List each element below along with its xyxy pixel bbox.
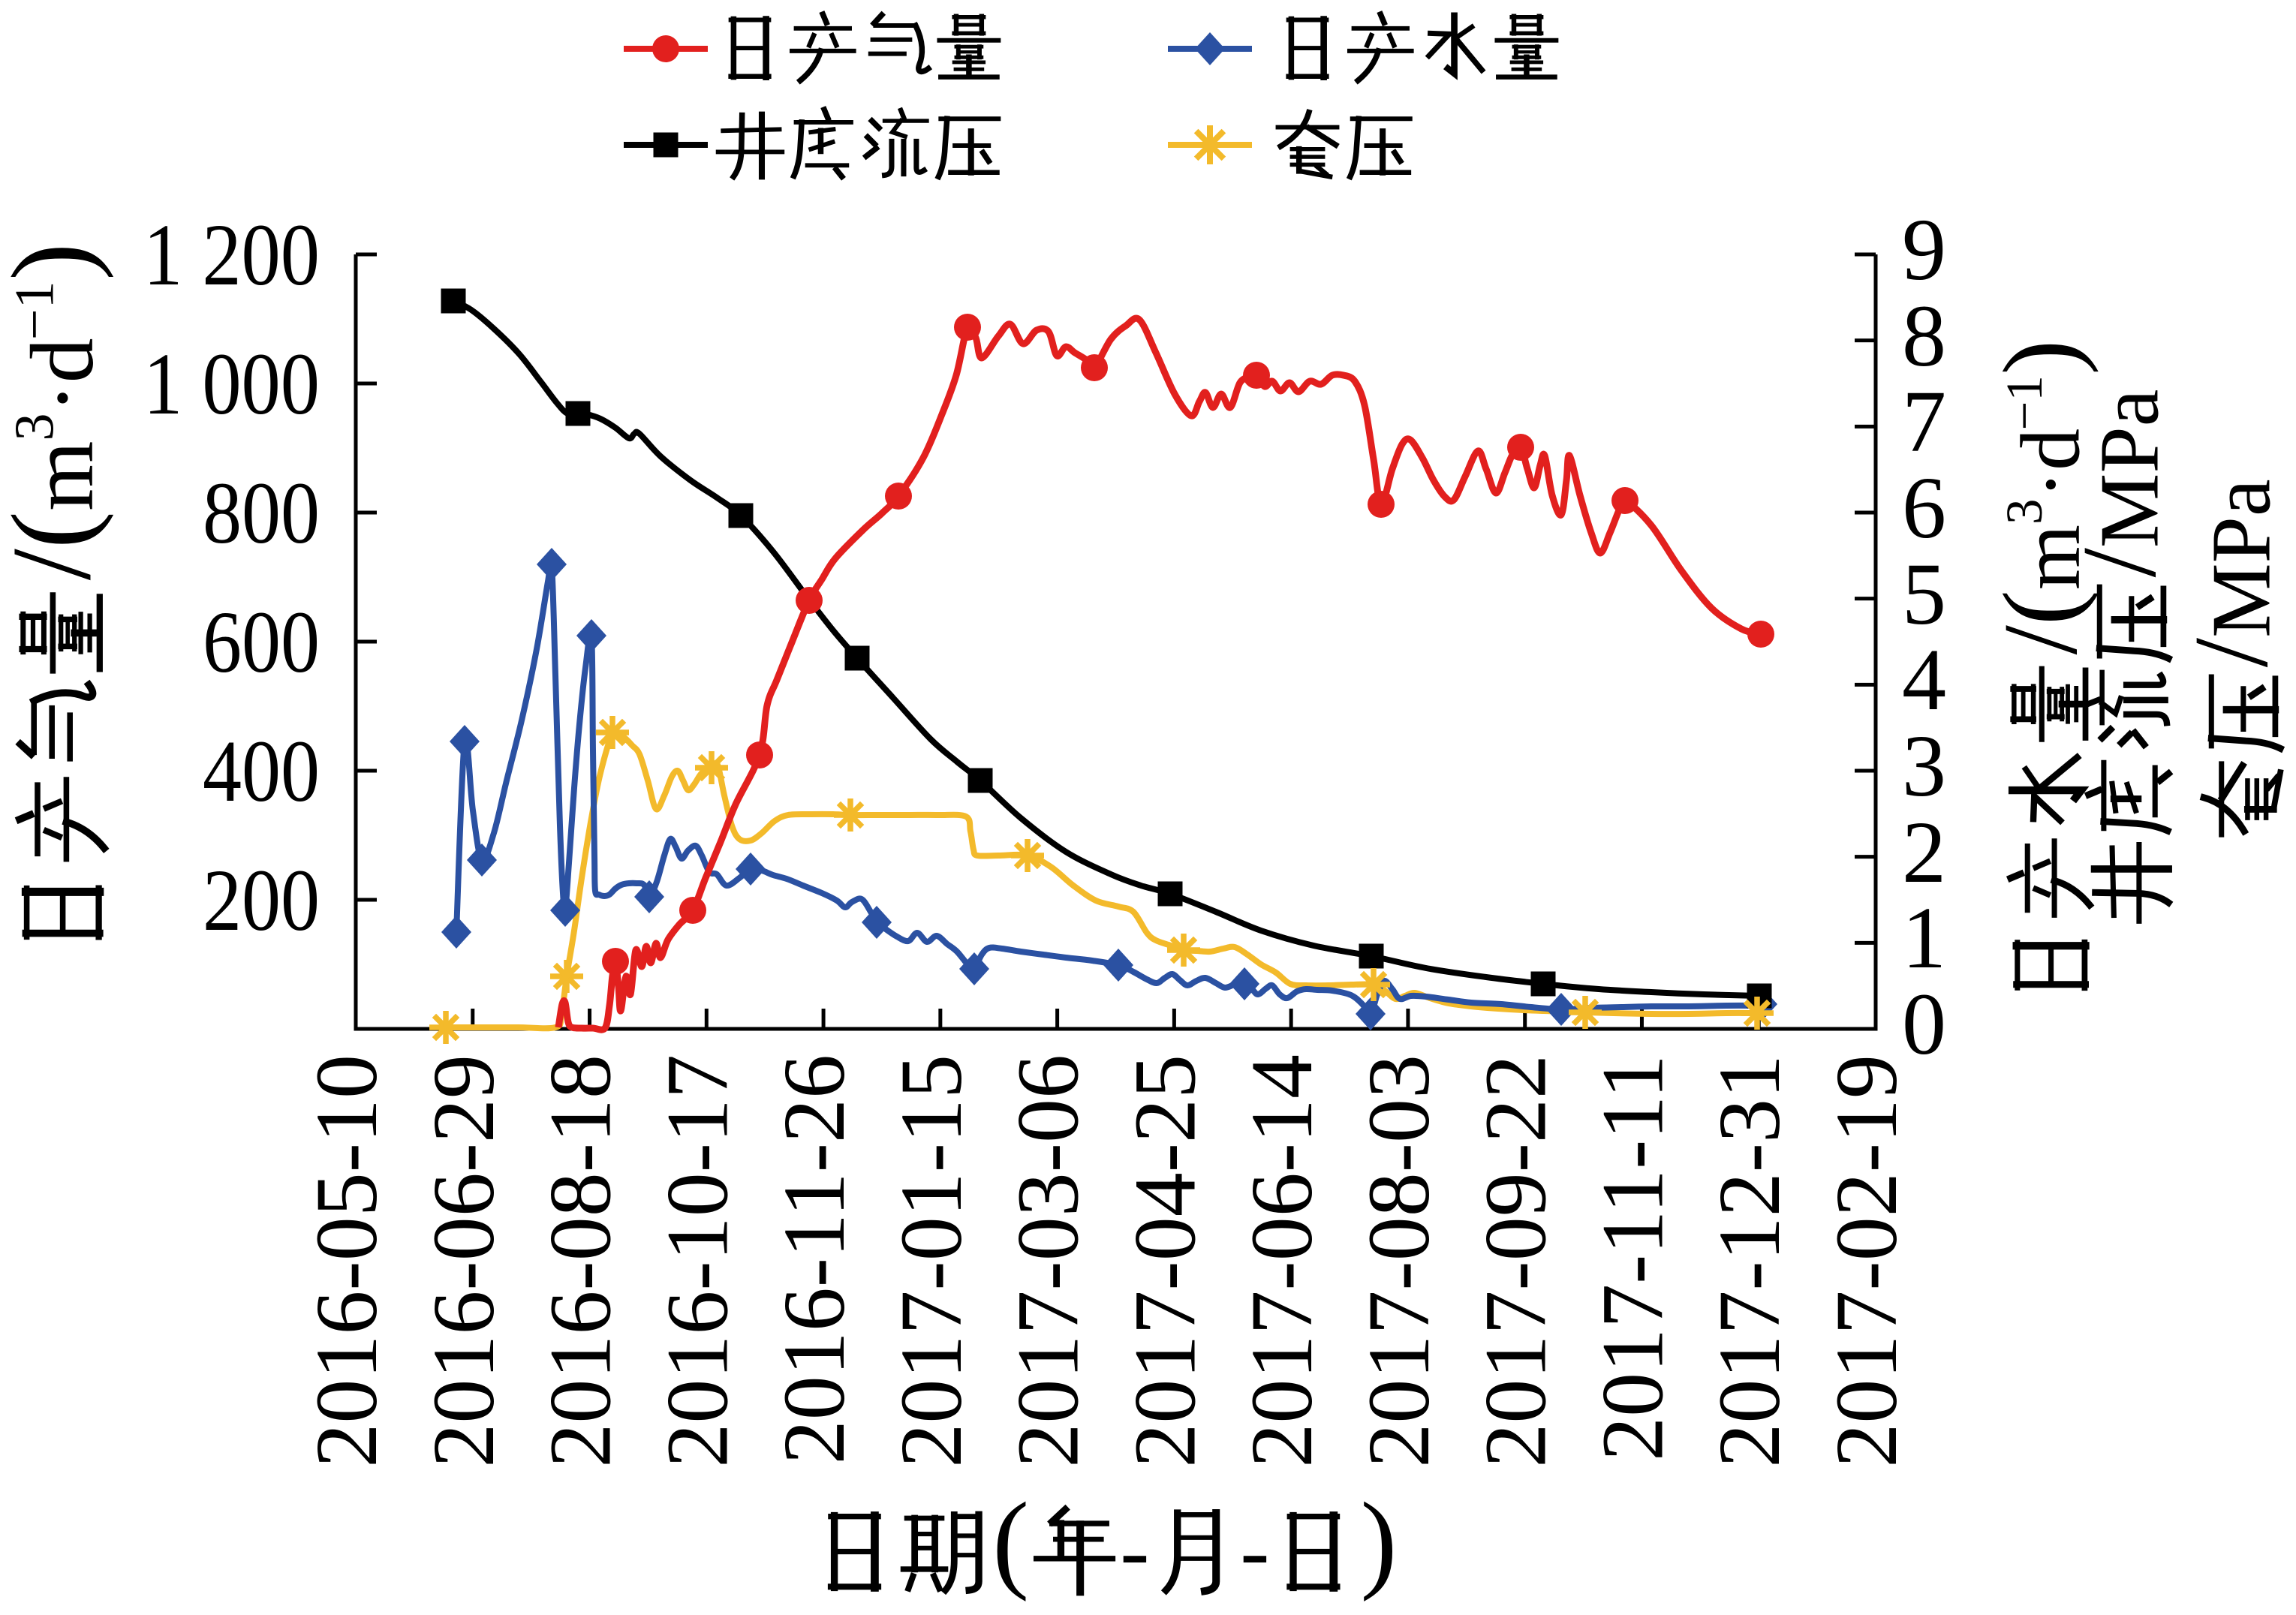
svg-text:7: 7 (1902, 372, 1946, 471)
svg-text:2016-10-17: 2016-10-17 (648, 1054, 746, 1468)
svg-text:200: 200 (203, 851, 320, 949)
svg-text:2017-06-14: 2017-06-14 (1232, 1054, 1331, 1468)
svg-text:MPa: MPa (2084, 389, 2177, 549)
svg-text:1: 1 (1902, 889, 1946, 987)
svg-text:5: 5 (1902, 545, 1946, 643)
svg-text:/: / (2061, 547, 2178, 577)
svg-text:9: 9 (1902, 200, 1946, 299)
svg-text:2017-01-15: 2017-01-15 (882, 1054, 980, 1468)
svg-text:2017-09-22: 2017-09-22 (1467, 1054, 1565, 1468)
svg-text:): ) (1361, 1480, 1398, 1602)
svg-text:400: 400 (203, 722, 320, 820)
svg-text:8: 8 (1902, 287, 1946, 385)
svg-text:3: 3 (4, 414, 65, 441)
svg-text:·d: ·d (12, 338, 112, 413)
svg-text:2017-02-19: 2017-02-19 (1817, 1054, 1915, 1468)
svg-text:): ) (0, 243, 114, 281)
svg-text:3: 3 (1996, 499, 2053, 525)
svg-text:MPa: MPa (2195, 479, 2288, 638)
svg-text:-: - (1240, 1502, 1269, 1599)
svg-text:2016-06-29: 2016-06-29 (414, 1054, 513, 1468)
svg-text:·d: ·d (2005, 429, 2098, 498)
svg-text:−1: −1 (4, 281, 65, 340)
svg-text:800: 800 (203, 464, 320, 562)
svg-text:−1: −1 (1996, 375, 2053, 430)
svg-text:3: 3 (1902, 717, 1946, 815)
svg-text:2016-05-10: 2016-05-10 (297, 1054, 396, 1468)
svg-text:0: 0 (1902, 975, 1946, 1073)
svg-text:2017-12-31: 2017-12-31 (1700, 1054, 1798, 1468)
svg-text:1 000: 1 000 (143, 335, 320, 433)
svg-text:2017-11-11: 2017-11-11 (1584, 1054, 1682, 1461)
svg-text:2017-08-03: 2017-08-03 (1350, 1054, 1448, 1468)
svg-text:/: / (2173, 637, 2290, 667)
svg-text:6: 6 (1902, 459, 1946, 557)
svg-text:): ) (1982, 340, 2099, 375)
svg-text:2017-04-25: 2017-04-25 (1115, 1054, 1214, 1468)
svg-text:4: 4 (1902, 630, 1946, 729)
svg-text:2016-08-18: 2016-08-18 (531, 1054, 630, 1468)
svg-text:/(: /( (0, 511, 114, 580)
svg-text:2: 2 (1902, 803, 1946, 901)
svg-text:m: m (2005, 525, 2098, 590)
svg-text:600: 600 (203, 593, 320, 691)
svg-text:(: ( (992, 1480, 1029, 1602)
svg-text:-: - (1120, 1502, 1149, 1599)
svg-text:1 200: 1 200 (143, 206, 320, 304)
svg-text:/(: /( (1982, 590, 2099, 654)
svg-text:2016-11-26: 2016-11-26 (765, 1054, 863, 1464)
svg-text:m: m (12, 441, 112, 510)
svg-text:2017-03-06: 2017-03-06 (999, 1054, 1097, 1468)
